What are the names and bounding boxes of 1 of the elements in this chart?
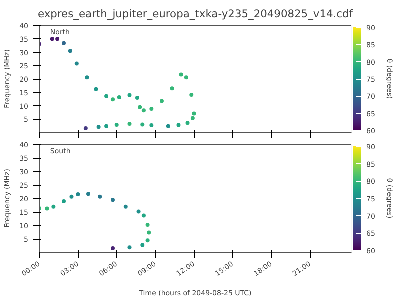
chart-title: expres_earth_jupiter_europa_txka-y235_20490825_v14.cdf (38, 8, 354, 20)
